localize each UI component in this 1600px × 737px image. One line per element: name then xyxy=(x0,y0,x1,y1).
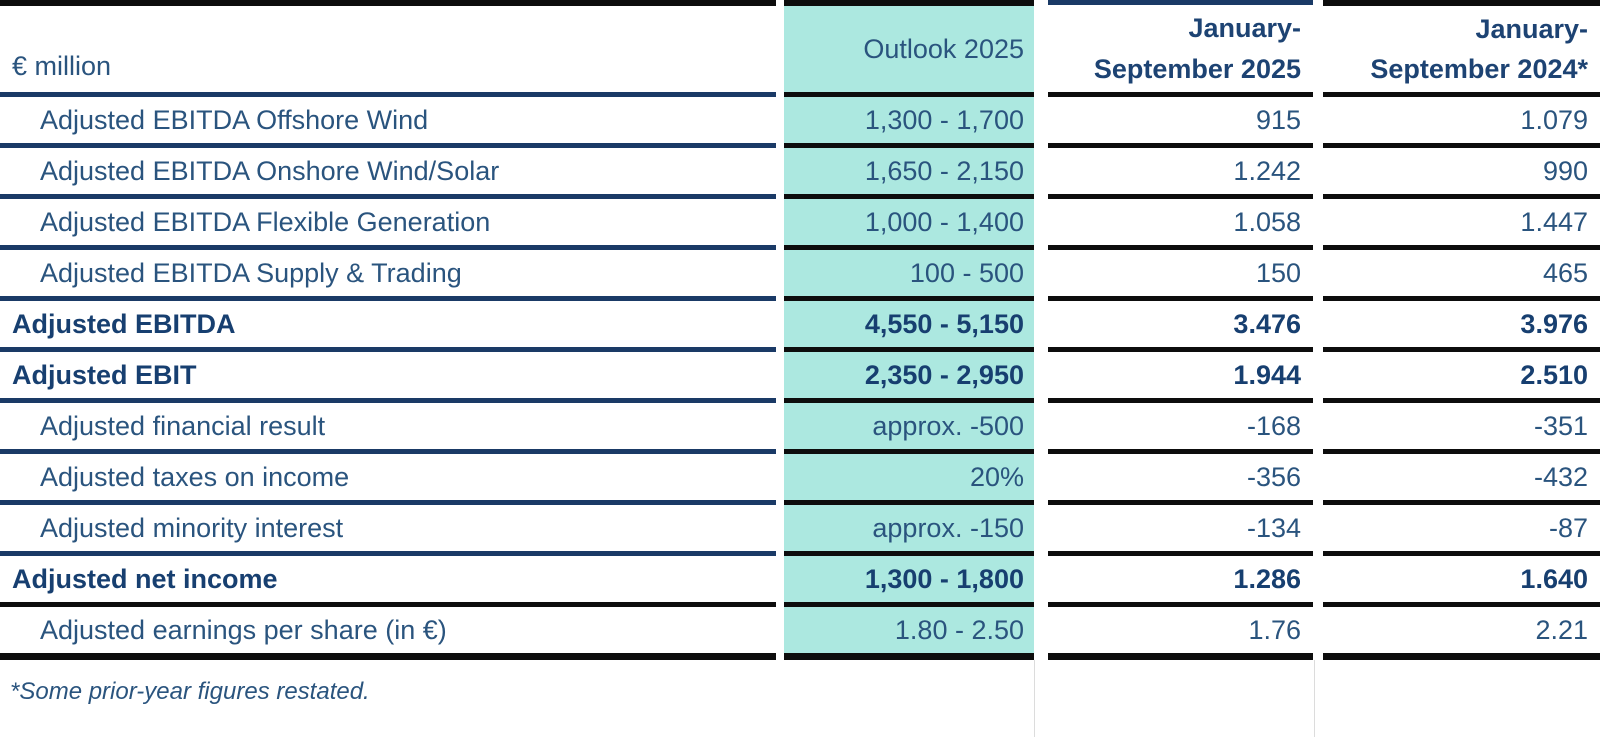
jan-sep-2024-value: 1.079 xyxy=(1323,97,1600,148)
row-label: Adjusted EBITDA Supply & Trading xyxy=(0,250,776,301)
outlook-value: 2,350 - 2,950 xyxy=(784,352,1034,403)
table-footer: *Some prior-year figures restated. xyxy=(0,660,1600,737)
outlook-value: 1,650 - 2,150 xyxy=(784,148,1034,199)
row-label: Adjusted net income xyxy=(0,556,776,607)
jan-sep-2025-value: 1.76 xyxy=(1048,607,1313,660)
outlook-value: approx. -500 xyxy=(784,403,1034,454)
outlook-value: 1.80 - 2.50 xyxy=(784,607,1034,660)
table-row-adjusted-minority-interest: Adjusted minority interest approx. -150 … xyxy=(0,505,1600,556)
jan-sep-2024-value: -432 xyxy=(1323,454,1600,505)
table-row-adjusted-ebitda-total: Adjusted EBITDA 4,550 - 5,150 3.476 3.97… xyxy=(0,301,1600,352)
table-row-adjusted-financial-result: Adjusted financial result approx. -500 -… xyxy=(0,403,1600,454)
table-row-adjusted-ebit-total: Adjusted EBIT 2,350 - 2,950 1.944 2.510 xyxy=(0,352,1600,403)
jan-sep-2024-value: 465 xyxy=(1323,250,1600,301)
outlook-2025-header-cell: Outlook 2025 xyxy=(784,0,1034,97)
column-gap-divider xyxy=(1034,660,1035,737)
jan-sep-2025-value: 1.944 xyxy=(1048,352,1313,403)
table-row-ebitda-onshore-wind-solar: Adjusted EBITDA Onshore Wind/Solar 1,650… xyxy=(0,148,1600,199)
column-gap-divider xyxy=(1314,660,1315,737)
outlook-value: approx. -150 xyxy=(784,505,1034,556)
jan-sep-2025-value: -356 xyxy=(1048,454,1313,505)
table-row-ebitda-supply-trading: Adjusted EBITDA Supply & Trading 100 - 5… xyxy=(0,250,1600,301)
outlook-2025-label: Outlook 2025 xyxy=(863,33,1024,64)
row-label: Adjusted EBITDA Flexible Generation xyxy=(0,199,776,250)
outlook-value: 1,000 - 1,400 xyxy=(784,199,1034,250)
jan-sep-2024-value: -351 xyxy=(1323,403,1600,454)
jan-sep-2024-value: 2.21 xyxy=(1323,607,1600,660)
jan-sep-2024-header-cell: January- September 2024* xyxy=(1323,0,1600,97)
table-row-adjusted-taxes-on-income: Adjusted taxes on income 20% -356 -432 xyxy=(0,454,1600,505)
jan-sep-2024-value: 990 xyxy=(1323,148,1600,199)
table-row-adjusted-eps: Adjusted earnings per share (in €) 1.80 … xyxy=(0,607,1600,660)
jan-sep-2025-value: 1.242 xyxy=(1048,148,1313,199)
outlook-value: 1,300 - 1,700 xyxy=(784,97,1034,148)
table-row-adjusted-net-income-total: Adjusted net income 1,300 - 1,800 1.286 … xyxy=(0,556,1600,607)
row-label: Adjusted EBITDA Offshore Wind xyxy=(0,97,776,148)
jan-sep-2025-value: -168 xyxy=(1048,403,1313,454)
unit-header-cell: € million xyxy=(0,0,776,97)
restated-figures-footnote: *Some prior-year figures restated. xyxy=(10,678,370,705)
jan-sep-2025-label-line2: September 2025 xyxy=(1093,53,1301,84)
unit-label: € million xyxy=(12,51,112,81)
jan-sep-2024-value: 1.447 xyxy=(1323,199,1600,250)
row-label: Adjusted EBITDA Onshore Wind/Solar xyxy=(0,148,776,199)
column-gap xyxy=(1034,0,1048,97)
row-label: Adjusted earnings per share (in €) xyxy=(0,607,776,660)
table-row-ebitda-offshore-wind: Adjusted EBITDA Offshore Wind 1,300 - 1,… xyxy=(0,97,1600,148)
jan-sep-2025-value: 1.058 xyxy=(1048,199,1313,250)
table-row-ebitda-flexible-generation: Adjusted EBITDA Flexible Generation 1,00… xyxy=(0,199,1600,250)
row-label: Adjusted financial result xyxy=(0,403,776,454)
row-label: Adjusted minority interest xyxy=(0,505,776,556)
jan-sep-2024-value: -87 xyxy=(1323,505,1600,556)
jan-sep-2025-value: 150 xyxy=(1048,250,1313,301)
jan-sep-2025-value: 3.476 xyxy=(1048,301,1313,352)
table-header-row: € million Outlook 2025 January- Septembe… xyxy=(0,0,1600,97)
jan-sep-2025-header-cell: January- September 2025 xyxy=(1048,0,1313,97)
outlook-value: 1,300 - 1,800 xyxy=(784,556,1034,607)
jan-sep-2024-label-line1: January- xyxy=(1475,13,1588,44)
outlook-value: 4,550 - 5,150 xyxy=(784,301,1034,352)
column-gap xyxy=(776,0,784,97)
row-label: Adjusted EBITDA xyxy=(0,301,776,352)
jan-sep-2024-value: 3.976 xyxy=(1323,301,1600,352)
jan-sep-2024-value: 1.640 xyxy=(1323,556,1600,607)
jan-sep-2025-value: -134 xyxy=(1048,505,1313,556)
jan-sep-2025-value: 1.286 xyxy=(1048,556,1313,607)
outlook-value: 20% xyxy=(784,454,1034,505)
column-gap xyxy=(1313,0,1323,97)
row-label: Adjusted EBIT xyxy=(0,352,776,403)
outlook-value: 100 - 500 xyxy=(784,250,1034,301)
jan-sep-2025-label-line1: January- xyxy=(1188,13,1301,43)
jan-sep-2024-value: 2.510 xyxy=(1323,352,1600,403)
jan-sep-2024-label-line2: September 2024* xyxy=(1370,54,1588,84)
jan-sep-2025-value: 915 xyxy=(1048,97,1313,148)
row-label: Adjusted taxes on income xyxy=(0,454,776,505)
